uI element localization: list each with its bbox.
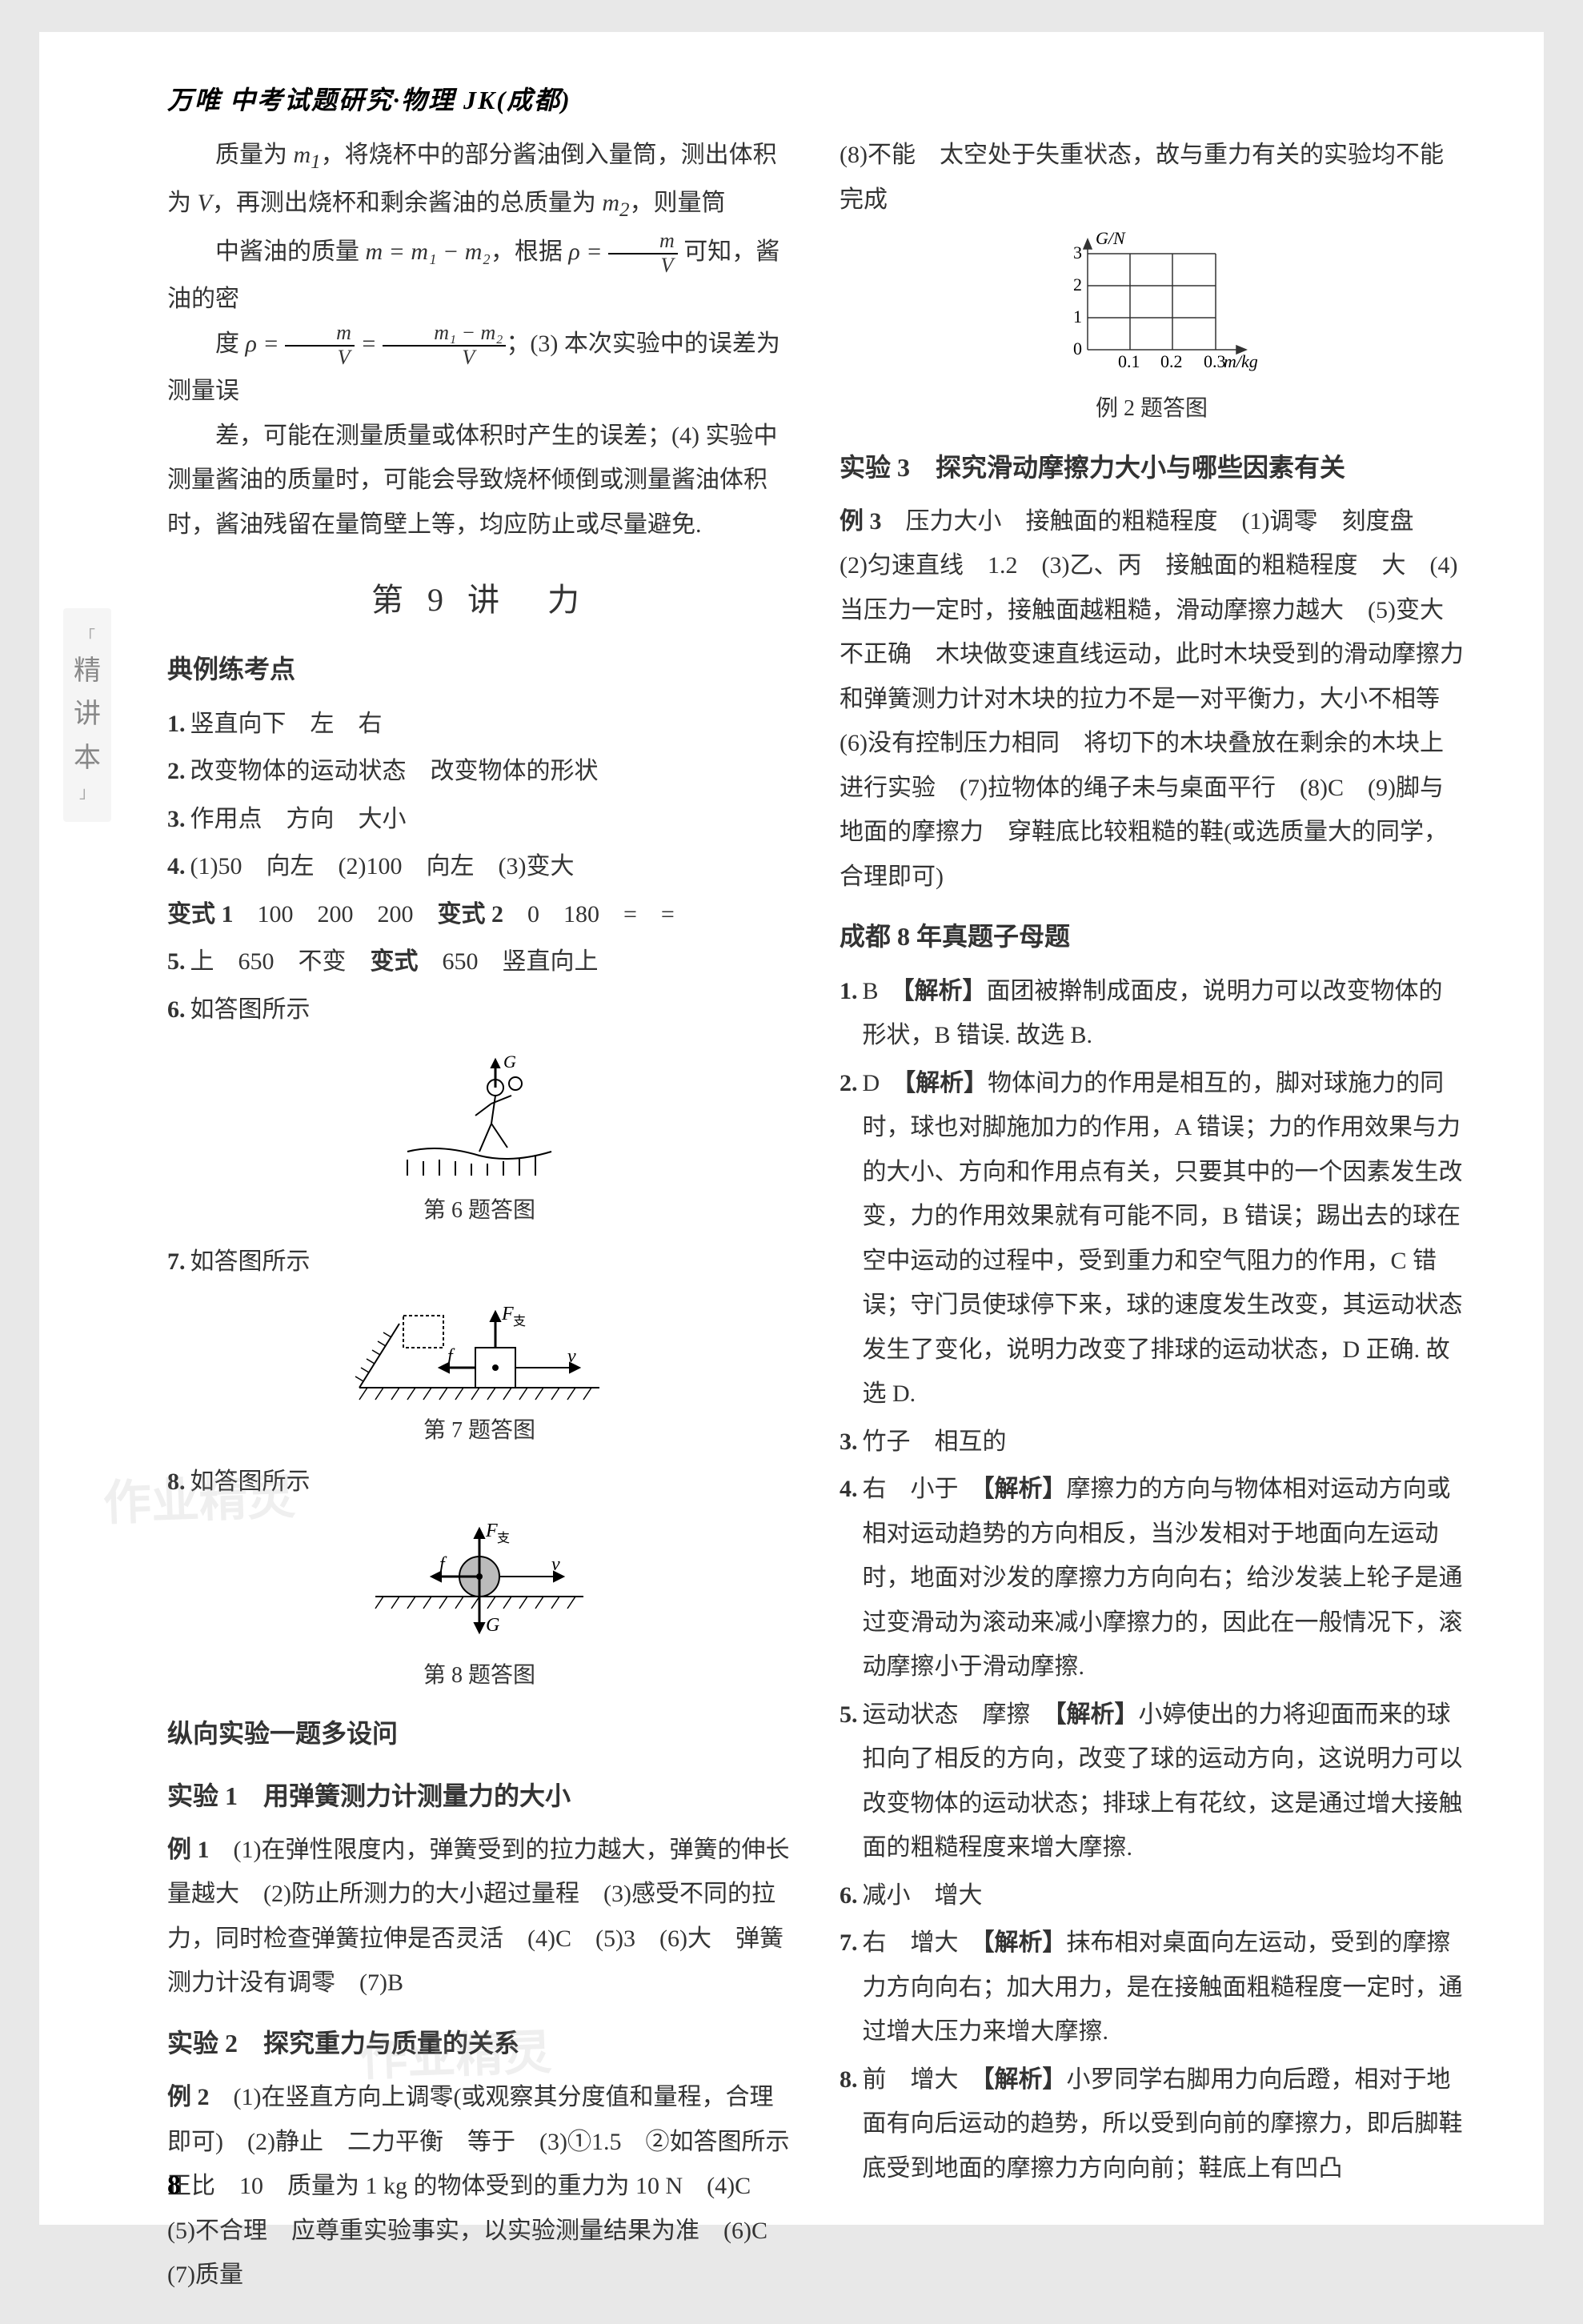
q5: 5.运动状态 摩擦 【解析】小婷使出的力将迎面而来的球扣向了相反的方向，改变了球…: [840, 1693, 1464, 1870]
side-tab-3: 本: [63, 737, 111, 780]
side-tab: 「 精 讲 本 」: [63, 608, 111, 822]
right-column: (8)不能 太空处于失重状态，故与重力有关的实验均不能完成: [840, 133, 1464, 2298]
svg-text:支: 支: [513, 1314, 526, 1328]
header-title: 中考试题研究·物理 JK(成都): [230, 86, 571, 114]
fig7-caption: 第 7 题答图: [167, 1410, 792, 1452]
columns: 质量为 m1，将烧杯中的部分酱油倒入量筒，测出体积为 V，再测出烧杯和剩余酱油的…: [167, 133, 1464, 2298]
item-3: 3.作用点 方向 大小: [167, 797, 792, 842]
svg-text:G: G: [486, 1615, 499, 1636]
fig7-svg: F支 f v: [343, 1292, 615, 1404]
chart-ex2: G/N m/kg 0 1 2 3 0.1 0.2 0.3 例 2 题答图: [840, 230, 1464, 430]
intro-line1: 质量为 m1，将烧杯中的部分酱油倒入量筒，测出体积为 V，再测出烧杯和剩余酱油的…: [167, 133, 792, 230]
intro-line4: 差，可能在测量质量或体积时产生的误差；(4) 实验中测量酱油的质量时，可能会导致…: [167, 414, 792, 547]
example-1: 例 1 (1)在弹性限度内，弹簧受到的拉力越大，弹簧的伸长量越大 (2)防止所测…: [167, 1828, 792, 2005]
variant-1: 变式 1 100 200 200 变式 2 0 180 = =: [167, 892, 792, 937]
chart-ex2-svg: G/N m/kg 0 1 2 3 0.1 0.2 0.3: [1040, 230, 1264, 382]
example-3: 例 3 压力大小 接触面的粗糙程度 (1)调零 刻度盘 (2)匀速直线 1.2 …: [840, 499, 1464, 900]
fig8-caption: 第 8 题答图: [167, 1655, 792, 1697]
svg-text:f: f: [439, 1554, 447, 1575]
item-2: 2.改变物体的运动状态 改变物体的形状: [167, 749, 792, 794]
fig6-svg: G: [391, 1040, 567, 1184]
figure-8: F支 f G v 第 8 题答图: [167, 1513, 792, 1697]
svg-text:0: 0: [1073, 339, 1082, 359]
side-tab-1: 精: [63, 650, 111, 693]
dianlian-heading: 典例练考点: [167, 646, 792, 693]
svg-text:v: v: [551, 1554, 560, 1575]
brand: 万唯: [167, 86, 222, 114]
zongxiang-heading: 纵向实验一题多设问: [167, 1710, 792, 1757]
chart-ex2-caption: 例 2 题答图: [840, 388, 1464, 430]
intro-line2: 中酱油的质量 m = m₁ − m₂，根据 ρ = mV 可知，酱油的密: [167, 230, 792, 322]
q1: 1.B 【解析】面团被擀制成面皮，说明力可以改变物体的形状，B 错误. 故选 B…: [840, 969, 1464, 1058]
item-6: 6.如答图所示: [167, 988, 792, 1032]
item-4: 4.(1)50 向左 (2)100 向左 (3)变大: [167, 844, 792, 889]
corner-br: 」: [63, 780, 111, 806]
exp1-heading: 实验 1 用弹簧测力计测量力的大小: [167, 1773, 792, 1820]
item-8: 8.如答图所示: [167, 1460, 792, 1505]
svg-text:2: 2: [1073, 274, 1082, 295]
left-column: 质量为 m1，将烧杯中的部分酱油倒入量筒，测出体积为 V，再测出烧杯和剩余酱油的…: [167, 133, 792, 2298]
svg-text:f: f: [447, 1346, 455, 1367]
intro-line3: 度 ρ = mV = m₁ − m₂V；(3) 本次实验中的误差为测量误: [167, 322, 792, 414]
svg-text:v: v: [567, 1346, 576, 1367]
q2: 2.D 【解析】物体间力的作用是相互的，脚对球施力的同时，球也对脚施加力的作用，…: [840, 1061, 1464, 1416]
svg-text:0.3: 0.3: [1204, 351, 1226, 371]
q3: 3.竹子 相互的: [840, 1420, 1464, 1465]
item-1: 1.竖直向下 左 右: [167, 702, 792, 747]
exp2-heading: 实验 2 探究重力与质量的关系: [167, 2020, 792, 2067]
example-2: 例 2 (1)在竖直方向上调零(或观察其分度值和量程，合理即可) (2)静止 二…: [167, 2075, 792, 2298]
figure-7: F支 f v 第 7 题答图: [167, 1292, 792, 1452]
page: 万唯 中考试题研究·物理 JK(成都) 「 精 讲 本 」 质量为 m1，将烧杯…: [39, 32, 1544, 2225]
svg-text:F: F: [501, 1304, 514, 1324]
svg-text:3: 3: [1073, 242, 1082, 262]
q8: 8.前 增大 【解析】小罗同学右脚用力向后蹬，相对于地面有向后运动的趋势，所以受…: [840, 2058, 1464, 2191]
q4: 4.右 小于 【解析】摩擦力的方向与物体相对运动方向或相对运动趋势的方向相反，当…: [840, 1467, 1464, 1689]
q6: 6.减小 增大: [840, 1873, 1464, 1918]
svg-text:G/N: G/N: [1096, 230, 1126, 248]
svg-text:支: 支: [497, 1531, 510, 1545]
chengdu-heading: 成都 8 年真题子母题: [840, 913, 1464, 960]
r-top: (8)不能 太空处于失重状态，故与重力有关的实验均不能完成: [840, 133, 1464, 222]
exp3-heading: 实验 3 探究滑动摩擦力大小与哪些因素有关: [840, 444, 1464, 491]
page-number: 8: [167, 2170, 181, 2201]
svg-text:0.1: 0.1: [1118, 351, 1140, 371]
side-tab-2: 讲: [63, 693, 111, 736]
corner-tl: 「: [63, 624, 111, 650]
svg-text:F: F: [485, 1521, 498, 1541]
svg-text:1: 1: [1073, 307, 1082, 327]
q7: 7.右 增大 【解析】抹布相对桌面向左运动，受到的摩擦力方向向右；加大用力，是在…: [840, 1921, 1464, 2054]
page-header: 万唯 中考试题研究·物理 JK(成都): [167, 80, 1464, 117]
section-9-title: 第 9 讲 力: [167, 571, 792, 630]
svg-text:G: G: [503, 1052, 516, 1072]
item-5: 5.上 650 不变 变式 650 竖直向上: [167, 940, 792, 984]
svg-text:0.2: 0.2: [1160, 351, 1183, 371]
item-7: 7.如答图所示: [167, 1240, 792, 1284]
fig6-caption: 第 6 题答图: [167, 1190, 792, 1232]
figure-6: G 第 6 题答图: [167, 1040, 792, 1232]
svg-text:m/kg: m/kg: [1224, 351, 1258, 371]
fig8-svg: F支 f G v: [359, 1513, 599, 1649]
